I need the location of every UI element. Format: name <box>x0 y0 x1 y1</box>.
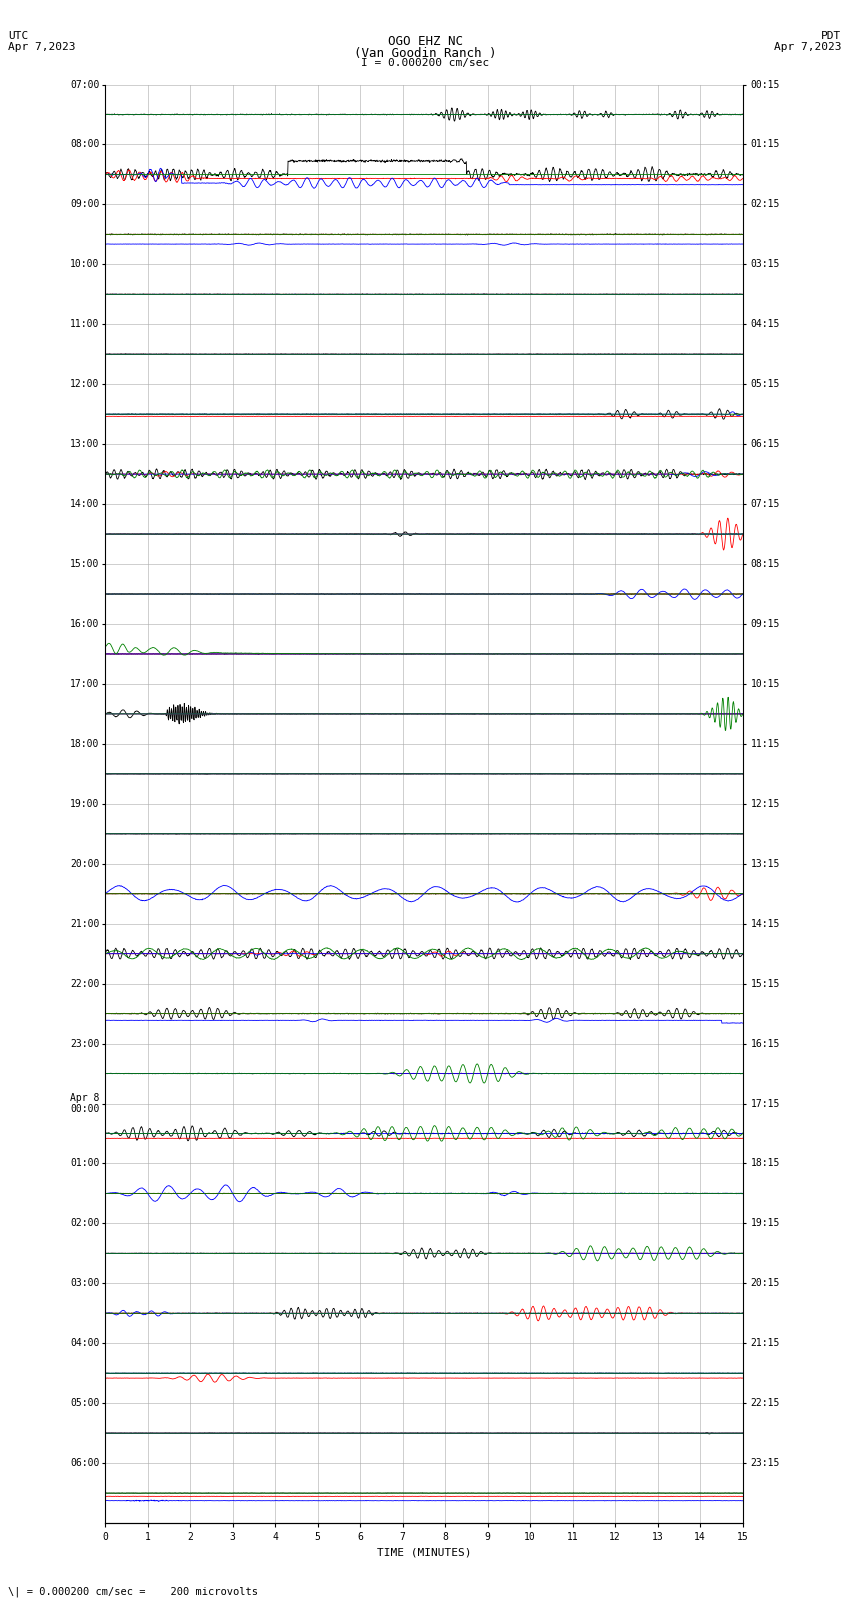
Text: Apr 7,2023: Apr 7,2023 <box>8 42 76 52</box>
Text: Apr 7,2023: Apr 7,2023 <box>774 42 842 52</box>
Text: UTC: UTC <box>8 31 29 40</box>
Text: I = 0.000200 cm/sec: I = 0.000200 cm/sec <box>361 58 489 68</box>
Text: \| = 0.000200 cm/sec =    200 microvolts: \| = 0.000200 cm/sec = 200 microvolts <box>8 1586 258 1597</box>
Text: (Van Goodin Ranch ): (Van Goodin Ranch ) <box>354 47 496 60</box>
Text: OGO EHZ NC: OGO EHZ NC <box>388 35 462 48</box>
X-axis label: TIME (MINUTES): TIME (MINUTES) <box>377 1548 471 1558</box>
Text: PDT: PDT <box>821 31 842 40</box>
